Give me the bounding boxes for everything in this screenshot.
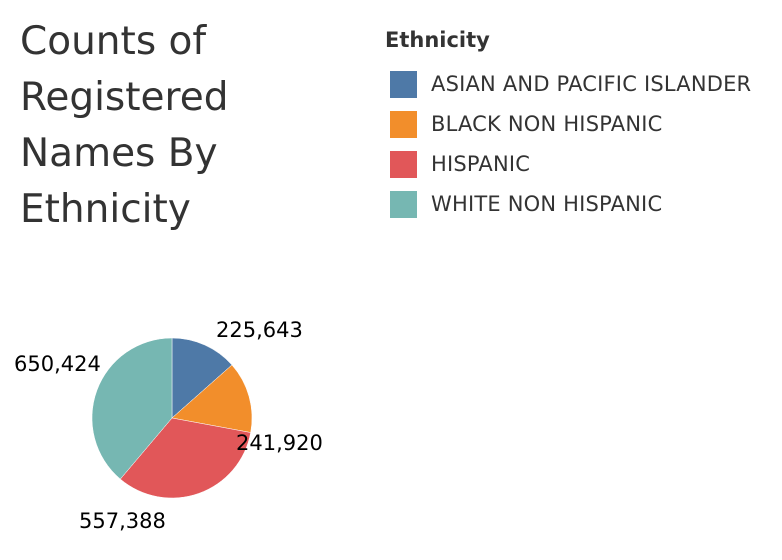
slice-white-non-hispanic[interactable]: [91, 337, 173, 480]
legend-item-white-non-hispanic[interactable]: WHITE NON HISPANIC: [385, 184, 780, 224]
legend-swatch: [390, 150, 417, 178]
slice-label-white-non-hispanic: 650,424: [14, 352, 101, 376]
slice-label-hispanic: 557,388: [79, 509, 166, 533]
chart-title: Counts of Registered Names By Ethnicity: [20, 19, 229, 232]
legend-item-black-non-hispanic[interactable]: BLACK NON HISPANIC: [385, 104, 780, 144]
slice-asian-pacific-islander[interactable]: [171, 337, 233, 419]
slice-label-black-non-hispanic: 241,920: [236, 431, 323, 455]
legend-title: Ethnicity: [385, 28, 490, 52]
slice-label-asian-pacific-islander: 225,643: [216, 318, 303, 342]
legend: Ethnicity ASIAN AND PACIFIC ISLANDER BLA…: [385, 26, 780, 224]
slice-hispanic[interactable]: [119, 417, 251, 499]
pie-chart: 225,643 241,920 557,388 650,424: [14, 318, 323, 533]
legend-item-hispanic[interactable]: HISPANIC: [385, 144, 780, 184]
legend-item-asian-pacific-islander[interactable]: ASIAN AND PACIFIC ISLANDER: [385, 64, 780, 104]
legend-swatch: [390, 110, 417, 138]
legend-label: WHITE NON HISPANIC: [431, 192, 663, 216]
slice-black-non-hispanic[interactable]: [171, 364, 253, 433]
legend-label: BLACK NON HISPANIC: [431, 112, 663, 136]
legend-label: HISPANIC: [431, 152, 531, 176]
legend-swatch: [390, 190, 417, 218]
legend-label: ASIAN AND PACIFIC ISLANDER: [431, 72, 752, 96]
legend-swatch: [390, 70, 417, 98]
